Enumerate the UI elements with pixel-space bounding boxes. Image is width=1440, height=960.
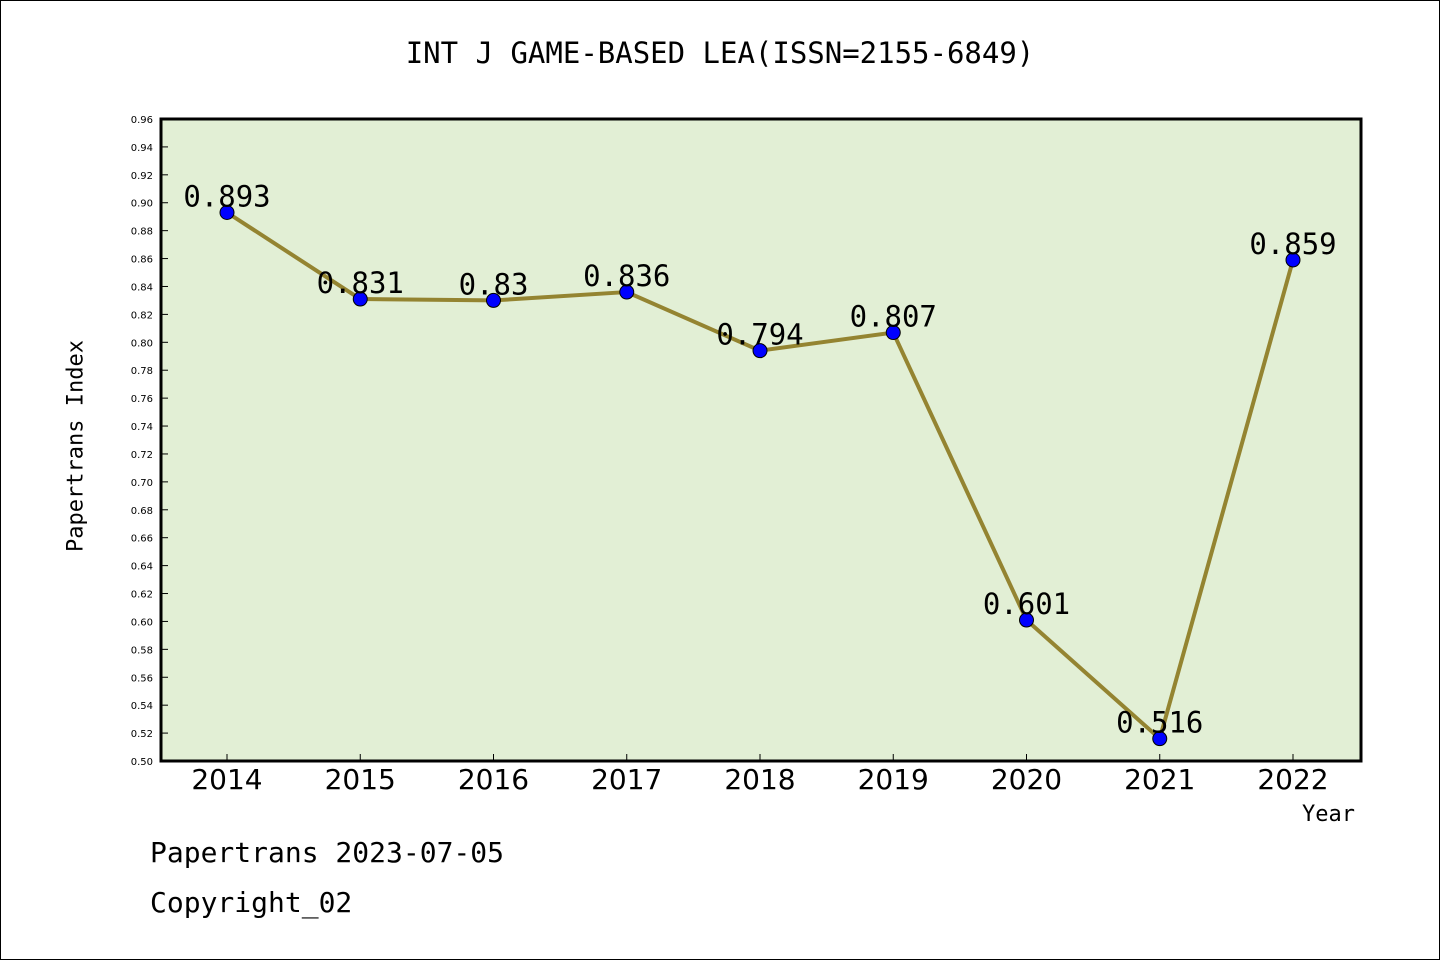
y-tick-label: 0.76 xyxy=(131,394,153,405)
x-tick-label: 2015 xyxy=(325,763,396,796)
y-tick-label: 0.92 xyxy=(131,171,153,182)
footer-copyright: Copyright_02 xyxy=(150,886,353,919)
y-tick-label: 0.80 xyxy=(131,338,153,349)
data-label: 0.794 xyxy=(716,318,803,352)
plot-border xyxy=(159,117,1363,763)
data-labels: 0.893 0.831 0.83 0.836 0.794 0.807 0.601 0.516 0… xyxy=(183,180,1336,740)
y-tick-label: 0.70 xyxy=(131,478,153,489)
y-tick-label: 0.60 xyxy=(131,617,153,628)
y-tick-label: 0.72 xyxy=(131,450,153,461)
data-point xyxy=(1019,612,1034,628)
data-point xyxy=(619,284,635,300)
y-tick-label: 0.54 xyxy=(131,701,153,712)
y-tick-label: 0.90 xyxy=(131,199,153,210)
data-label: 0.836 xyxy=(583,259,670,293)
x-tick-label: 2022 xyxy=(1257,763,1328,796)
y-tick-label: 0.58 xyxy=(131,645,153,656)
y-tick-label: 0.64 xyxy=(131,562,153,573)
data-point xyxy=(219,205,235,221)
x-tick-label: 2020 xyxy=(991,763,1062,796)
x-tick-label: 2017 xyxy=(591,763,662,796)
data-label: 0.807 xyxy=(850,300,937,334)
x-axis-label: Year xyxy=(1302,802,1355,827)
y-tick-label: 0.84 xyxy=(131,282,153,293)
data-point xyxy=(352,291,368,307)
chart-title: INT J GAME-BASED LEA(ISSN=2155-6849) xyxy=(405,36,1035,70)
data-point xyxy=(752,343,768,359)
data-label: 0.859 xyxy=(1249,227,1336,261)
plot-area xyxy=(161,119,1361,761)
y-tick-label: 0.86 xyxy=(131,255,153,266)
x-tick-label: 2019 xyxy=(858,763,929,796)
x-tick-label: 2016 xyxy=(458,763,529,796)
y-tick-label: 0.74 xyxy=(131,422,153,433)
x-axis-ticks: 2014 2015 2016 2017 2018 2019 2020 2021 2022 xyxy=(191,754,1329,796)
x-tick-label: 2021 xyxy=(1124,763,1195,796)
data-label: 0.601 xyxy=(983,587,1070,621)
y-tick-label: 0.50 xyxy=(131,757,153,768)
x-tick-label: 2018 xyxy=(724,763,795,796)
y-tick-label: 0.62 xyxy=(131,590,153,601)
y-tick-label: 0.78 xyxy=(131,366,153,377)
y-tick-label: 0.66 xyxy=(131,534,153,545)
footer-credit: Papertrans 2023-07-05 xyxy=(150,836,505,869)
data-label: 0.83 xyxy=(459,267,529,301)
data-point xyxy=(486,292,501,308)
y-tick-label: 0.56 xyxy=(131,673,153,684)
data-label: 0.831 xyxy=(317,266,404,300)
y-tick-label: 0.82 xyxy=(131,310,153,321)
y-tick-label: 0.68 xyxy=(131,506,153,517)
y-tick-label: 0.88 xyxy=(131,227,153,238)
data-label: 0.893 xyxy=(183,180,270,214)
data-point xyxy=(885,325,901,341)
y-tick-label: 0.52 xyxy=(131,729,153,740)
y-tick-label: 0.94 xyxy=(131,143,153,154)
data-label: 0.516 xyxy=(1116,706,1203,740)
data-point xyxy=(1285,252,1301,268)
y-tick-label: 0.96 xyxy=(131,115,153,126)
data-point xyxy=(1152,731,1168,747)
data-markers xyxy=(219,205,1301,747)
x-tick-label: 2014 xyxy=(191,763,262,796)
